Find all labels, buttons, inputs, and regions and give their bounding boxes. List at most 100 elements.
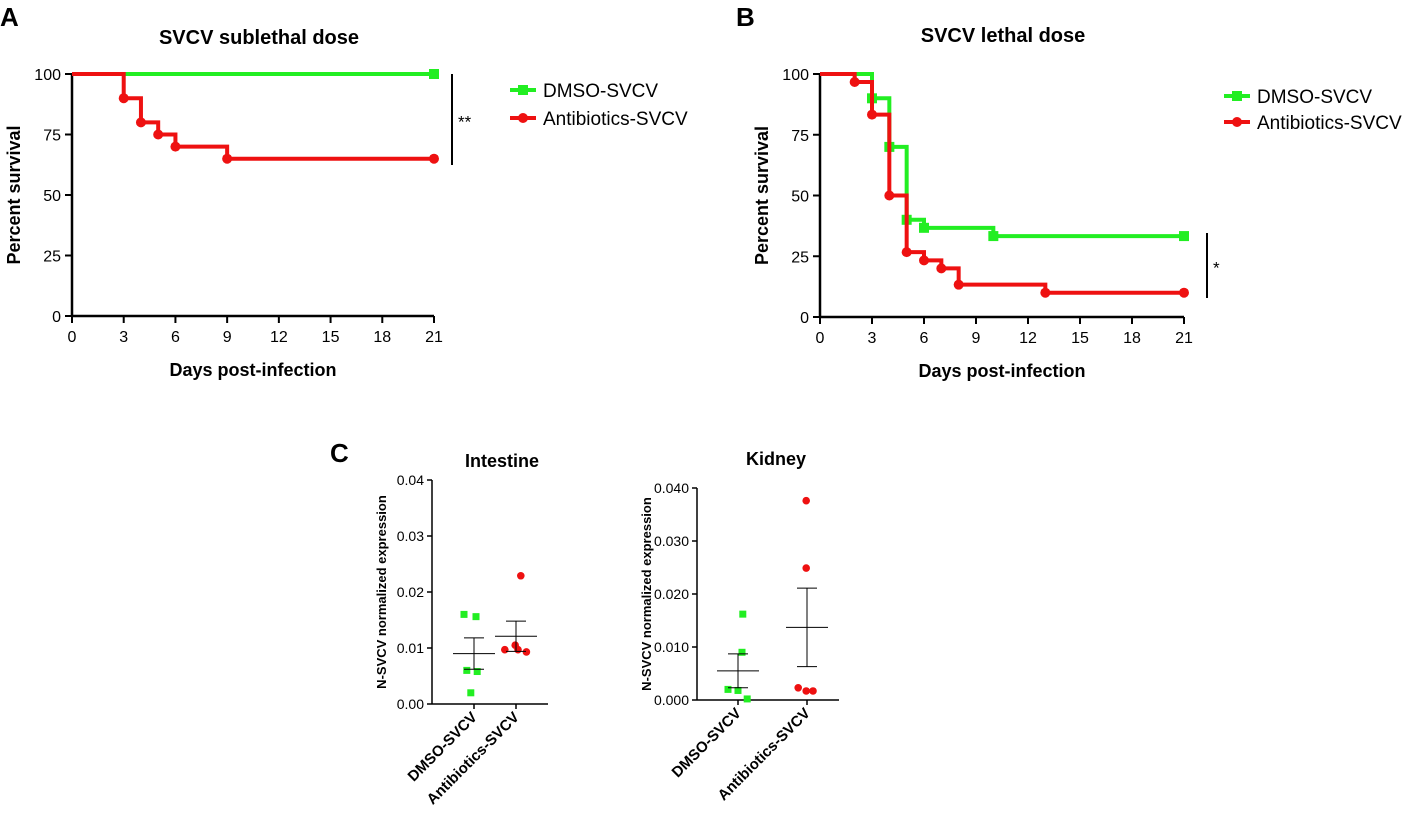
x-tick-label: 21	[1175, 330, 1193, 347]
data-point-antibiotics-svcv	[936, 263, 947, 274]
y-tick-label: 25	[791, 249, 809, 266]
chart-title: Intestine	[465, 451, 539, 471]
y-tick-label: 100	[34, 67, 61, 84]
x-tick-label: 0	[816, 330, 825, 347]
x-tick-label: 15	[1071, 330, 1089, 347]
x-tick-label: 18	[373, 329, 391, 346]
data-point-dmso-svcv	[743, 695, 751, 703]
x-tick-label: 12	[1019, 330, 1037, 347]
data-point-antibiotics-svcv	[501, 645, 509, 654]
x-axis-title: Days post-infection	[918, 361, 1085, 381]
y-tick-label: 0.010	[654, 639, 689, 655]
x-tick-label: 3	[119, 329, 128, 346]
data-point-dmso-svcv	[724, 685, 732, 693]
x-category-label: DMSO-SVCV	[669, 705, 745, 781]
chart-title: Kidney	[746, 449, 806, 469]
significance-marker: **	[458, 113, 472, 132]
y-axis-title: Percent survival	[4, 125, 24, 264]
y-tick-label: 0	[800, 310, 809, 327]
legend-label-dmso-svcv: DMSO-SVCV	[543, 81, 658, 102]
x-tick-label: 6	[171, 329, 180, 346]
legend-marker-antibiotics-svcv	[518, 113, 528, 123]
data-point-dmso-svcv	[467, 689, 475, 697]
x-tick-label: 15	[322, 329, 340, 346]
data-point-antibiotics-svcv	[1040, 287, 1051, 298]
panel-label-c: C	[330, 438, 349, 468]
significance-marker: *	[1213, 259, 1220, 278]
y-axis-title: N-SVCV normalized expression	[639, 497, 654, 691]
legend-marker-dmso-svcv	[518, 85, 528, 95]
y-tick-label: 0.04	[397, 472, 424, 488]
x-axis-title: Days post-infection	[169, 360, 336, 380]
chart-title: SVCV sublethal dose	[159, 27, 359, 49]
x-tick-label: 0	[68, 329, 77, 346]
data-point-antibiotics-svcv	[849, 77, 860, 88]
data-point-dmso-svcv	[473, 668, 481, 676]
data-point-dmso-svcv	[739, 610, 747, 618]
data-point-antibiotics-svcv	[794, 684, 802, 692]
y-tick-label: 0.01	[397, 640, 424, 656]
y-tick-label: 75	[43, 128, 61, 145]
data-point-dmso-svcv	[988, 231, 999, 242]
panel-label-b: B	[736, 2, 755, 32]
legend-label-antibiotics-svcv: Antibiotics-SVCV	[543, 109, 688, 130]
data-point-antibiotics-svcv	[802, 496, 810, 505]
series-line-antibiotics-svcv	[72, 72, 434, 161]
data-point-antibiotics-svcv	[222, 153, 233, 164]
legend-label-antibiotics-svcv: Antibiotics-SVCV	[1257, 113, 1402, 134]
survival-chart-sublethal: SVCV sublethal dose 0 25 50 75 100 0 3 6 9 12 15 18 2…	[4, 27, 688, 380]
data-point-dmso-svcv	[463, 666, 471, 674]
panel-label-a: A	[0, 2, 19, 32]
legend-marker-dmso-svcv	[1232, 91, 1242, 101]
legend-marker-antibiotics-svcv	[1232, 117, 1242, 127]
y-axis-title: N-SVCV normalized expression	[374, 495, 389, 689]
data-point-antibiotics-svcv	[517, 571, 525, 580]
y-tick-label: 0.03	[397, 528, 424, 544]
y-tick-label: 50	[43, 188, 61, 205]
y-tick-label: 0.030	[654, 533, 689, 549]
data-point-dmso-svcv	[734, 686, 742, 694]
y-tick-label: 50	[791, 189, 809, 206]
survival-chart-lethal: SVCV lethal dose 0 25 50 75 100 0 3 6 9 12 15 18 21 Da…	[752, 25, 1402, 381]
data-point-antibiotics-svcv	[802, 687, 810, 695]
y-tick-label: 0.000	[654, 692, 689, 708]
data-point-antibiotics-svcv	[429, 153, 439, 164]
data-point-antibiotics-svcv	[522, 648, 531, 656]
x-tick-label: 12	[270, 329, 288, 346]
y-axis-title: Percent survival	[752, 126, 772, 265]
data-point-antibiotics-svcv	[901, 247, 912, 258]
y-tick-label: 25	[43, 249, 61, 266]
x-tick-label: 3	[868, 330, 877, 347]
legend-label-dmso-svcv: DMSO-SVCV	[1257, 87, 1372, 108]
data-point-antibiotics-svcv	[953, 279, 964, 290]
y-tick-label: 75	[791, 128, 809, 145]
data-point-antibiotics-svcv	[919, 255, 929, 266]
x-tick-label: 9	[223, 329, 232, 346]
data-point-antibiotics-svcv	[809, 687, 817, 695]
data-point-antibiotics-svcv	[514, 645, 522, 654]
y-tick-label: 0.00	[397, 696, 424, 712]
data-point-dmso-svcv	[460, 610, 468, 618]
x-tick-label: 6	[920, 330, 929, 347]
y-tick-label: 0.020	[654, 586, 689, 602]
chart-title: SVCV lethal dose	[921, 25, 1086, 47]
data-point-antibiotics-svcv	[884, 190, 895, 201]
y-tick-label: 100	[782, 67, 809, 84]
data-point-dmso-svcv	[738, 648, 746, 656]
data-point-antibiotics-svcv	[153, 129, 164, 140]
x-tick-label: 21	[425, 329, 443, 346]
dot-plot-intestine: Intestine 0.00 0.01 0.02 0.03 0.04 N-SVCV norm…	[374, 451, 548, 808]
y-tick-label: 0	[52, 309, 61, 326]
data-point-antibiotics-svcv	[1179, 287, 1189, 298]
x-tick-label: 9	[972, 330, 981, 347]
data-point-antibiotics-svcv	[867, 109, 877, 120]
data-point-antibiotics-svcv	[170, 141, 181, 152]
series-line-antibiotics-svcv	[820, 72, 1184, 295]
y-tick-label: 0.02	[397, 584, 424, 600]
data-point-dmso-svcv	[1179, 231, 1189, 242]
data-point-antibiotics-svcv	[135, 117, 146, 128]
x-tick-label: 18	[1123, 330, 1141, 347]
